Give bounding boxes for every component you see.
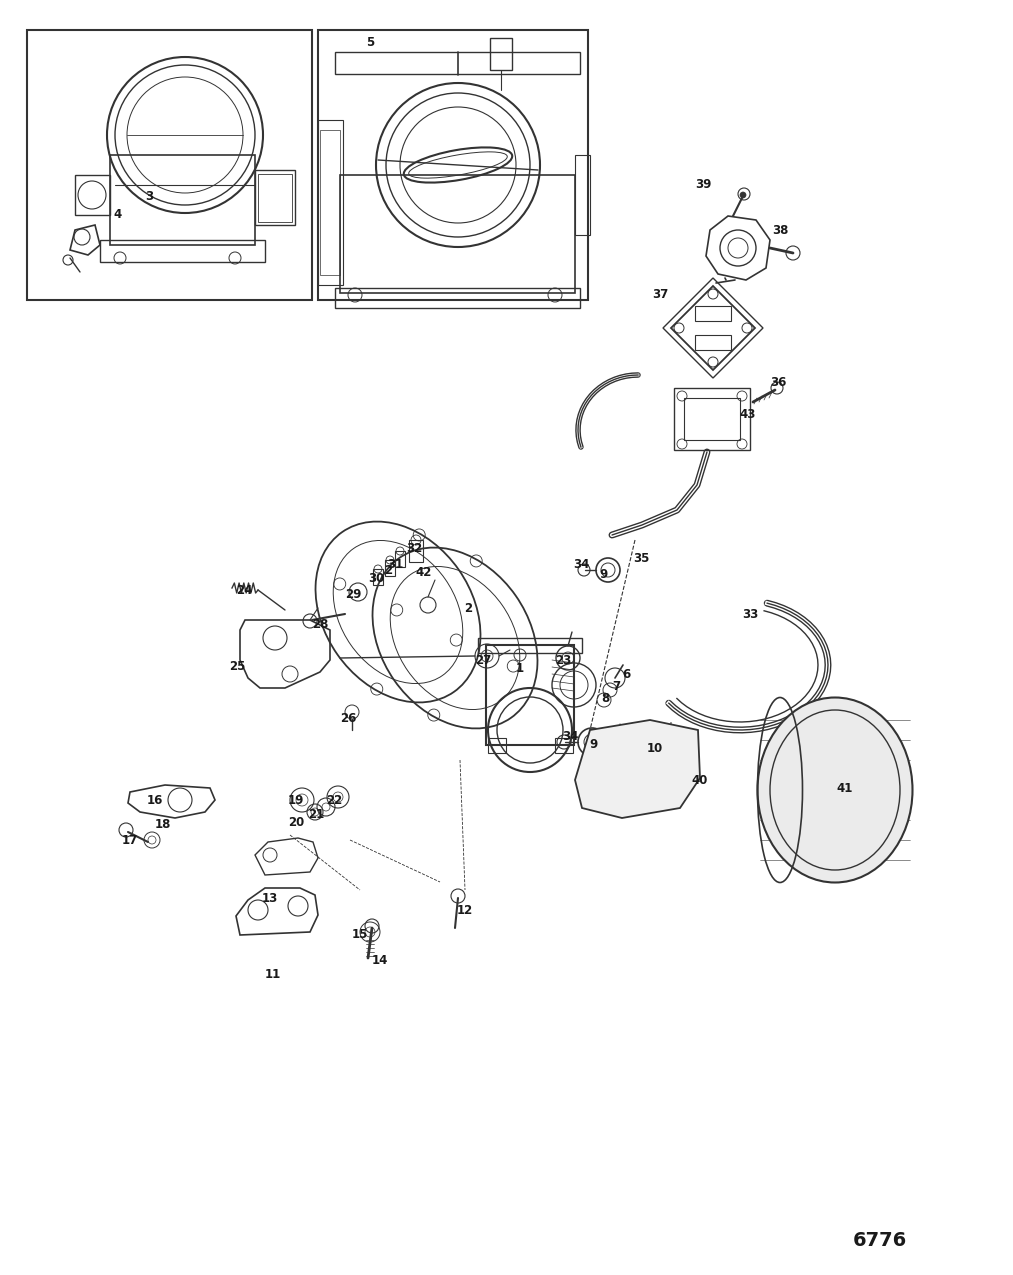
Text: 42: 42 bbox=[415, 566, 433, 579]
Text: 24: 24 bbox=[236, 584, 252, 597]
Text: 6776: 6776 bbox=[853, 1230, 907, 1250]
Bar bbox=[320, 130, 340, 275]
Bar bbox=[684, 398, 741, 440]
Text: 8: 8 bbox=[601, 691, 609, 705]
Bar bbox=[674, 388, 750, 450]
Bar bbox=[335, 288, 580, 309]
Text: 25: 25 bbox=[229, 660, 245, 673]
Text: 1: 1 bbox=[516, 662, 524, 674]
Bar bbox=[340, 175, 575, 293]
Text: 9: 9 bbox=[590, 738, 598, 751]
Text: 34: 34 bbox=[572, 558, 590, 571]
Circle shape bbox=[741, 193, 746, 198]
Text: 28: 28 bbox=[312, 617, 328, 631]
Bar bbox=[318, 120, 343, 286]
Polygon shape bbox=[575, 720, 700, 819]
Text: 11: 11 bbox=[264, 969, 282, 982]
Text: 4: 4 bbox=[113, 209, 123, 222]
Bar bbox=[100, 240, 265, 261]
Text: 9: 9 bbox=[599, 569, 607, 581]
Text: 3: 3 bbox=[145, 190, 153, 203]
Text: 19: 19 bbox=[288, 793, 304, 807]
Text: 22: 22 bbox=[326, 793, 342, 807]
Text: 12: 12 bbox=[457, 904, 473, 917]
Text: 41: 41 bbox=[837, 782, 853, 794]
Bar bbox=[373, 569, 383, 585]
Bar bbox=[395, 551, 405, 567]
Text: 26: 26 bbox=[339, 711, 357, 724]
Bar bbox=[385, 560, 395, 576]
Text: 7: 7 bbox=[612, 680, 620, 692]
Text: 20: 20 bbox=[288, 816, 304, 829]
Text: 37: 37 bbox=[652, 288, 669, 301]
Bar bbox=[486, 645, 574, 745]
Text: 23: 23 bbox=[555, 654, 571, 667]
Text: 18: 18 bbox=[155, 819, 171, 831]
Bar bbox=[75, 175, 110, 215]
Text: 16: 16 bbox=[147, 793, 163, 807]
Bar bbox=[110, 156, 255, 245]
Bar bbox=[478, 638, 582, 653]
Text: 5: 5 bbox=[366, 37, 374, 50]
Bar bbox=[695, 306, 731, 321]
Bar bbox=[490, 38, 512, 70]
Bar bbox=[27, 31, 312, 300]
Bar bbox=[318, 31, 588, 300]
Ellipse shape bbox=[758, 697, 913, 882]
Bar bbox=[258, 173, 292, 222]
Text: 29: 29 bbox=[344, 588, 362, 601]
Text: 34: 34 bbox=[562, 729, 578, 742]
Text: 10: 10 bbox=[647, 742, 664, 755]
Text: 2: 2 bbox=[464, 602, 472, 615]
Bar bbox=[409, 541, 423, 562]
Text: 43: 43 bbox=[739, 408, 756, 422]
Text: 33: 33 bbox=[742, 607, 758, 621]
Bar bbox=[625, 731, 660, 759]
Bar bbox=[488, 738, 506, 754]
Text: 15: 15 bbox=[352, 928, 368, 941]
Text: 32: 32 bbox=[406, 542, 422, 556]
Text: 40: 40 bbox=[692, 774, 708, 787]
Text: 39: 39 bbox=[695, 179, 711, 191]
Text: 21: 21 bbox=[308, 808, 324, 821]
Text: 6: 6 bbox=[622, 668, 630, 681]
Text: 38: 38 bbox=[772, 223, 788, 236]
Text: 2: 2 bbox=[384, 564, 392, 576]
Text: 17: 17 bbox=[122, 834, 138, 847]
Text: 27: 27 bbox=[475, 654, 491, 667]
Text: 36: 36 bbox=[770, 376, 786, 389]
Bar bbox=[555, 738, 573, 754]
Text: 30: 30 bbox=[368, 571, 384, 584]
Text: 13: 13 bbox=[262, 891, 279, 904]
Text: 31: 31 bbox=[387, 557, 403, 570]
Bar bbox=[575, 156, 590, 235]
Text: 14: 14 bbox=[372, 954, 388, 966]
Bar bbox=[255, 170, 295, 224]
Text: 35: 35 bbox=[633, 552, 649, 565]
Bar bbox=[335, 52, 580, 74]
Bar bbox=[695, 335, 731, 351]
